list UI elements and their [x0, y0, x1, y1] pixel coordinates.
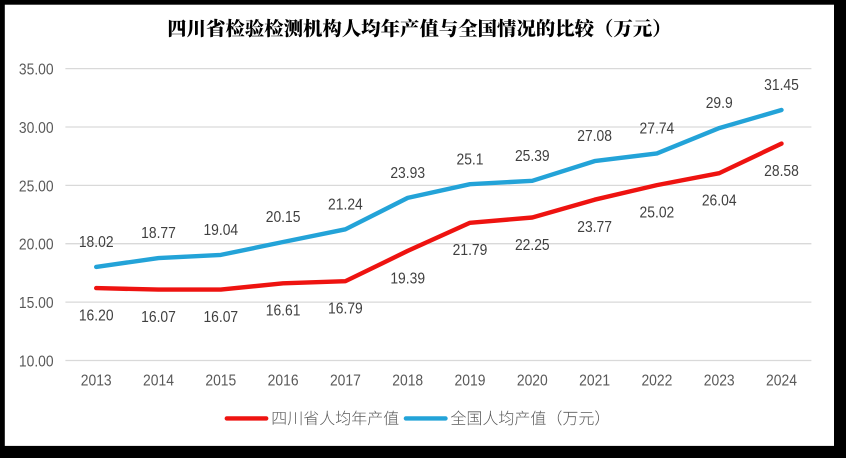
svg-text:29.9: 29.9 — [706, 95, 733, 112]
svg-text:16.20: 16.20 — [79, 308, 114, 325]
svg-text:2020: 2020 — [517, 373, 548, 390]
svg-text:2021: 2021 — [579, 373, 610, 390]
svg-text:16.07: 16.07 — [203, 309, 238, 326]
svg-text:30.00: 30.00 — [19, 120, 54, 137]
svg-text:2024: 2024 — [766, 373, 797, 390]
svg-text:2019: 2019 — [455, 373, 486, 390]
svg-text:20.15: 20.15 — [266, 209, 301, 226]
svg-text:27.08: 27.08 — [577, 128, 612, 145]
svg-text:25.1: 25.1 — [457, 151, 484, 168]
svg-text:25.00: 25.00 — [19, 178, 54, 195]
svg-text:23.77: 23.77 — [577, 219, 612, 236]
svg-text:2023: 2023 — [704, 373, 735, 390]
svg-text:2013: 2013 — [81, 373, 112, 390]
svg-text:15.00: 15.00 — [19, 295, 54, 312]
svg-text:22.25: 22.25 — [515, 237, 550, 254]
svg-text:25.39: 25.39 — [515, 148, 550, 165]
svg-text:10.00: 10.00 — [19, 353, 54, 370]
svg-text:16.79: 16.79 — [328, 301, 363, 318]
svg-text:27.74: 27.74 — [640, 121, 675, 138]
svg-text:2014: 2014 — [143, 373, 174, 390]
svg-text:16.07: 16.07 — [141, 309, 176, 326]
svg-text:2016: 2016 — [268, 373, 299, 390]
svg-text:26.04: 26.04 — [702, 193, 737, 210]
svg-text:19.39: 19.39 — [390, 270, 425, 287]
svg-text:18.02: 18.02 — [79, 234, 114, 251]
svg-text:35.00: 35.00 — [19, 62, 54, 79]
svg-text:20.00: 20.00 — [19, 237, 54, 254]
svg-text:2018: 2018 — [392, 373, 423, 390]
svg-text:19.04: 19.04 — [203, 222, 238, 239]
svg-text:21.24: 21.24 — [328, 196, 363, 213]
svg-text:25.02: 25.02 — [640, 205, 675, 222]
svg-text:31.45: 31.45 — [764, 77, 799, 94]
svg-text:2022: 2022 — [641, 373, 672, 390]
svg-text:23.93: 23.93 — [390, 165, 425, 182]
svg-text:2017: 2017 — [330, 373, 361, 390]
svg-text:2015: 2015 — [205, 373, 236, 390]
svg-text:16.61: 16.61 — [266, 303, 301, 320]
svg-text:28.58: 28.58 — [764, 163, 799, 180]
svg-text:18.77: 18.77 — [141, 225, 176, 242]
svg-text:21.79: 21.79 — [453, 242, 488, 259]
